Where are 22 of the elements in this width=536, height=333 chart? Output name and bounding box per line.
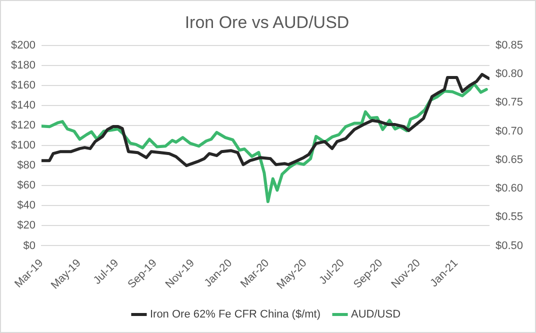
y-tick-label: $20 bbox=[17, 220, 36, 232]
y-tick-label: $80 bbox=[17, 160, 36, 172]
y2-tick-label: $0.85 bbox=[495, 39, 524, 52]
y-tick-label: $60 bbox=[17, 180, 36, 192]
y-tick-label: $100 bbox=[10, 140, 36, 152]
y2-tick-label: $0.80 bbox=[495, 68, 524, 80]
y-tick-label: $0 bbox=[23, 240, 36, 252]
y-tick-label: $200 bbox=[10, 39, 36, 52]
y2-tick-label: $0.65 bbox=[495, 154, 524, 166]
chart-title: Iron Ore vs AUD/USD bbox=[184, 12, 350, 32]
y-tick-label: $120 bbox=[10, 120, 36, 132]
y2-tick-label: $0.75 bbox=[495, 96, 524, 109]
y2-tick-label: $0.55 bbox=[495, 211, 524, 224]
y2-tick-label: $0.60 bbox=[495, 182, 524, 195]
y2-tick-label: $0.70 bbox=[495, 125, 524, 138]
y-tick-label: $160 bbox=[10, 79, 36, 92]
legend-label: AUD/USD bbox=[351, 308, 401, 321]
y2-tick-label: $0.50 bbox=[495, 240, 524, 252]
y-tick-label: $180 bbox=[10, 59, 36, 72]
legend-label: Iron Ore 62% Fe CFR China ($/mt) bbox=[150, 308, 321, 321]
y-tick-label: $40 bbox=[17, 200, 36, 212]
y-tick-label: $140 bbox=[10, 100, 36, 112]
